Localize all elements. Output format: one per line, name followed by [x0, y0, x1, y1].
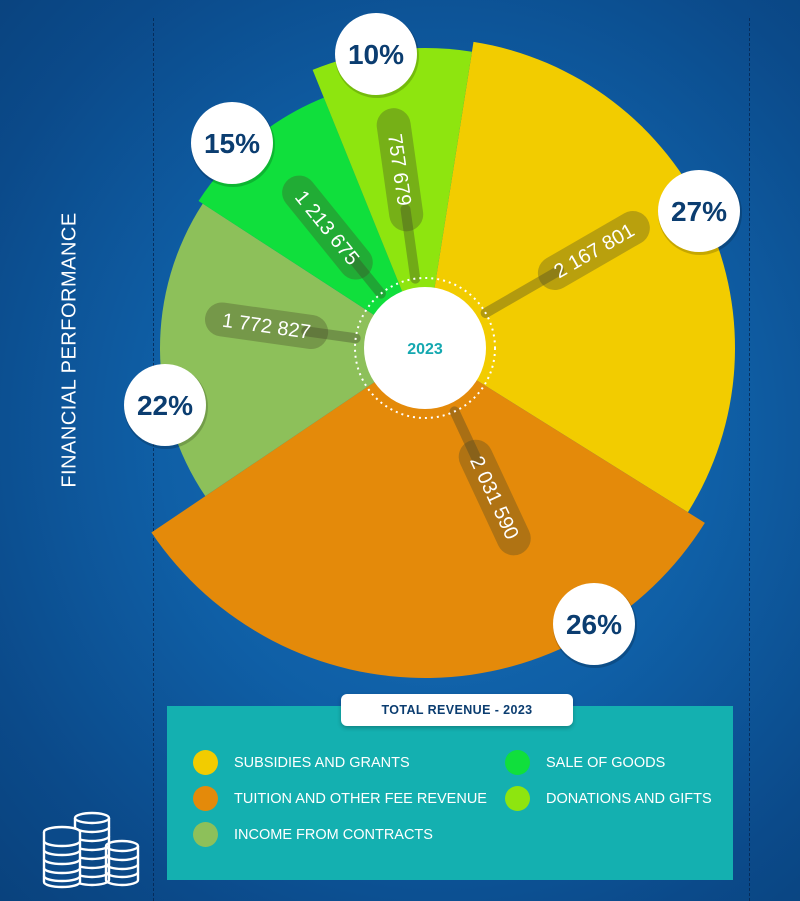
legend-item-subsidies: SUBSIDIES AND GRANTS [193, 750, 410, 775]
right-divider [749, 18, 750, 901]
pie-slice [160, 203, 425, 497]
label-pill [537, 210, 650, 290]
legend-swatch [505, 750, 530, 775]
value-label: 2 031 590 [449, 406, 531, 556]
value-label: 757 679 [376, 108, 424, 284]
legend-panel: SUBSIDIES AND GRANTS TUITION AND OTHER F… [167, 706, 733, 880]
legend-item-contracts: INCOME FROM CONTRACTS [193, 822, 433, 847]
label-stem [301, 326, 361, 344]
legend-swatch [193, 822, 218, 847]
label-pill [458, 439, 531, 556]
legend-item-sale-of-goods: SALE OF GOODS [505, 750, 665, 775]
legend-item-tuition: TUITION AND OTHER FEE REVENUE [193, 786, 487, 811]
legend-item-donations: DONATIONS AND GIFTS [505, 786, 712, 811]
percent-badge [191, 102, 273, 184]
pie-slice [425, 41, 735, 513]
legend-title: TOTAL REVENUE - 2023 [341, 694, 573, 726]
legend-label: TUITION AND OTHER FEE REVENUE [234, 790, 487, 807]
legend-swatch [505, 786, 530, 811]
coin-stack-icon [42, 811, 140, 889]
percent-badge [124, 364, 206, 446]
label-stem [347, 253, 386, 299]
left-divider [153, 18, 154, 901]
legend-label: DONATIONS AND GIFTS [546, 790, 712, 807]
legend-label: SALE OF GOODS [546, 754, 666, 771]
center-label: 2023 [407, 341, 443, 358]
label-pill [204, 302, 329, 349]
legend-swatch [193, 786, 218, 811]
percent-badge [658, 170, 740, 252]
label-stem [400, 204, 421, 284]
label-stem [449, 406, 483, 467]
value-label: 1 772 827 [204, 302, 361, 349]
center-circle [364, 287, 486, 409]
legend-label: INCOME FROM CONTRACTS [234, 826, 433, 843]
percent-label: 26% [566, 609, 622, 640]
percent-label: 10% [348, 39, 404, 70]
percent-label: 27% [671, 196, 727, 227]
pie-slice [312, 47, 472, 348]
label-stem [480, 265, 565, 318]
label-pill [376, 108, 424, 232]
label-pill [282, 175, 373, 280]
percent-label: 22% [137, 390, 193, 421]
legend-swatch [193, 750, 218, 775]
legend-label: SUBSIDIES AND GRANTS [234, 754, 410, 771]
center-ring [354, 277, 496, 419]
percent-badge [335, 13, 417, 95]
percent-badge [553, 583, 635, 665]
percent-label: 15% [204, 128, 260, 159]
